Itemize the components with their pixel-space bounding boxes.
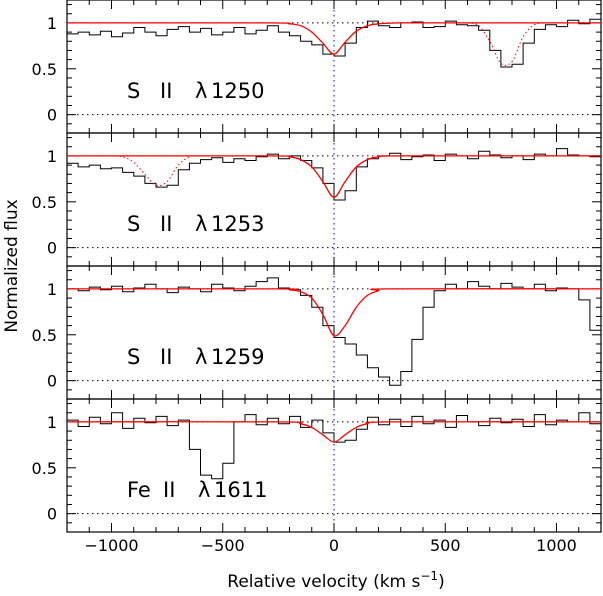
x-axis-title-close: ) bbox=[438, 572, 445, 592]
x-tick-label: 1000 bbox=[536, 536, 577, 555]
fit-blend-dotted bbox=[467, 22, 546, 66]
panel-label-stage: II bbox=[160, 79, 172, 103]
panel-label-stage: II bbox=[160, 212, 172, 236]
x-axis-title: Relative velocity (km s−1) bbox=[227, 569, 444, 592]
panel-label-symbol: λ bbox=[198, 478, 210, 502]
y-tick-label: 0 bbox=[47, 505, 57, 524]
fit-curve bbox=[66, 155, 602, 198]
panel-label-wavelength: 1253 bbox=[211, 212, 264, 236]
fit-curve bbox=[66, 22, 601, 55]
y-tick-label: 0 bbox=[47, 239, 57, 258]
spectrum-histogram bbox=[67, 18, 601, 68]
y-tick-label: 1 bbox=[47, 14, 57, 33]
panel-label-symbol: λ bbox=[195, 212, 207, 236]
fit-blend-dotted bbox=[111, 155, 201, 187]
x-axis-title-main: Relative velocity (km s bbox=[227, 572, 420, 592]
panel-label-wavelength: 1611 bbox=[214, 478, 267, 502]
y-tick-label: 0 bbox=[47, 372, 57, 391]
panel-label-ion: S bbox=[127, 79, 140, 103]
panel-label-ion: Fe bbox=[127, 478, 151, 502]
spectrum-histogram bbox=[67, 412, 601, 480]
panel-label-stage: II bbox=[163, 478, 175, 502]
y-tick-label: 1 bbox=[47, 147, 57, 166]
y-tick-label: 0.5 bbox=[32, 60, 57, 79]
panel-label-ion: S bbox=[127, 212, 140, 236]
fit-curve bbox=[66, 421, 602, 443]
x-axis-title-superscript: −1 bbox=[420, 569, 438, 583]
y-tick-label: 0.5 bbox=[32, 193, 57, 212]
panel-label-symbol: λ bbox=[195, 79, 207, 103]
x-tick-label: 0 bbox=[329, 536, 339, 555]
panel-label-wavelength: 1259 bbox=[211, 345, 264, 369]
y-tick-label: 0.5 bbox=[32, 326, 57, 345]
x-tick-label: −500 bbox=[201, 536, 245, 555]
x-tick-label: 500 bbox=[430, 536, 461, 555]
y-tick-label: 1 bbox=[47, 413, 57, 432]
panel-label-symbol: λ bbox=[195, 345, 207, 369]
y-tick-label: 0 bbox=[47, 106, 57, 125]
panel-label-ion: S bbox=[127, 345, 140, 369]
fit-curve bbox=[66, 288, 602, 337]
panel-label-wavelength: 1250 bbox=[211, 79, 264, 103]
x-tick-label: −1000 bbox=[84, 536, 138, 555]
y-tick-label: 0.5 bbox=[32, 459, 57, 478]
y-axis-title: Normalized flux bbox=[2, 199, 22, 332]
y-tick-label: 1 bbox=[47, 280, 57, 299]
spectrum-histogram bbox=[67, 277, 601, 386]
spectrum-histogram bbox=[67, 148, 601, 201]
panel-label-stage: II bbox=[160, 345, 172, 369]
